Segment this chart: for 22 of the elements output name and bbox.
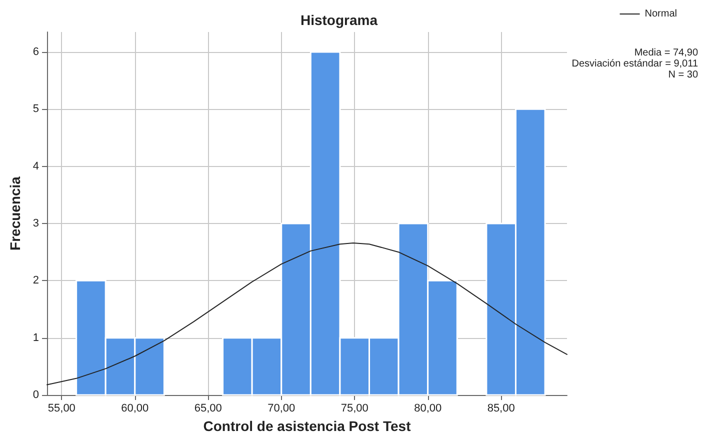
line-series	[46, 242, 568, 386]
y-tick-label: 0	[32, 389, 40, 401]
x-tick-label: 75,00	[340, 402, 368, 414]
y-tick-label: 3	[32, 218, 40, 230]
text: N = 30	[668, 70, 698, 80]
x-tick-label: 85,00	[487, 402, 515, 414]
x-axis-title: Control de asistencia Post Test	[203, 418, 412, 434]
x-tick-label: 70,00	[268, 402, 296, 414]
text: Desviación estándar = 9,011	[572, 58, 698, 70]
y-axis-title: Frecuencia	[7, 176, 23, 250]
chart-title: Histograma	[300, 12, 378, 28]
x-tick-label: 55,00	[48, 402, 76, 414]
y-tick-label: 5	[32, 103, 40, 116]
y-tick-label: 6	[32, 46, 40, 58]
y-tick-label: 1	[32, 332, 40, 344]
x-tick-label: 60,00	[121, 402, 149, 414]
y-tick-label: 4	[32, 160, 40, 172]
legend-label: Normal	[644, 8, 678, 20]
text: Media = 74,90	[634, 48, 698, 58]
y-tick-label: 2	[32, 274, 40, 287]
x-tick-label: 80,00	[414, 402, 442, 414]
x-tick-label: 65,00	[194, 402, 222, 414]
